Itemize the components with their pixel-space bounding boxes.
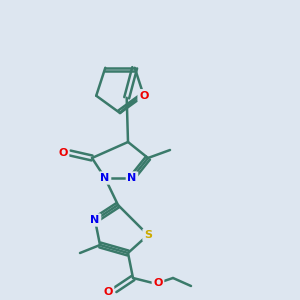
Text: S: S	[144, 230, 152, 240]
Text: O: O	[103, 287, 113, 297]
Text: O: O	[139, 91, 148, 101]
Text: N: N	[100, 173, 109, 183]
Text: N: N	[128, 173, 136, 183]
Text: O: O	[153, 278, 163, 288]
Text: O: O	[58, 148, 68, 158]
Text: N: N	[90, 215, 100, 225]
